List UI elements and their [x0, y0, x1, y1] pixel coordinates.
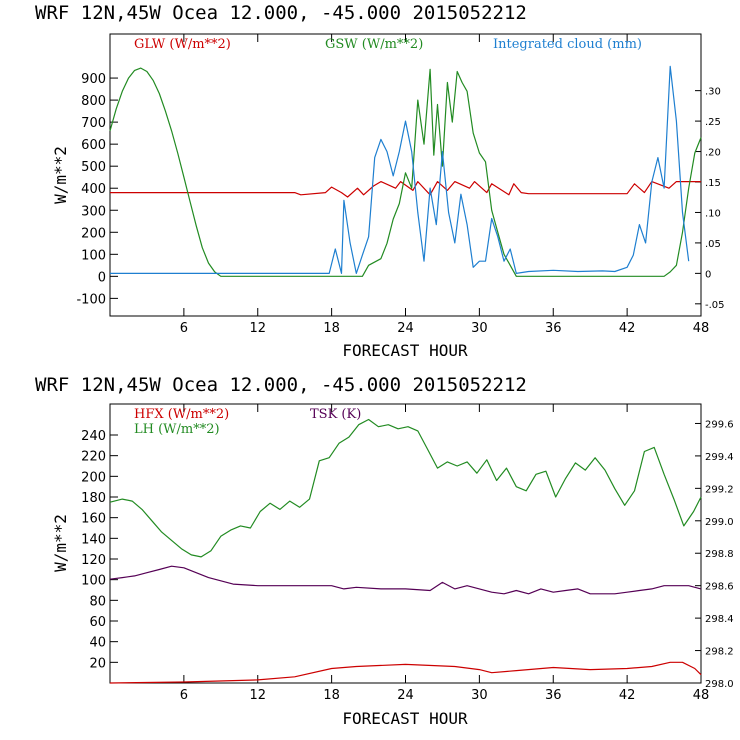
x-tick-label: 12	[249, 321, 266, 336]
x-tick-label: 30	[471, 688, 488, 703]
y-tick-label: 240	[81, 429, 106, 444]
x-tick-label: 48	[693, 688, 710, 703]
y2-tick-label: 299.2	[705, 484, 734, 495]
series-line-gsw	[109, 67, 702, 277]
series-line-lh	[109, 418, 702, 558]
y-tick-label: 500	[81, 160, 106, 175]
chart-2-y2-ticks: 298.0 298.2 298.4 298.6 298.8 299.0 299.2 299.4…	[695, 419, 734, 690]
y-tick-label: 60	[89, 615, 106, 630]
y2-tick-label: 298.4	[705, 614, 734, 625]
y-tick-label: -100	[76, 292, 106, 307]
y2-tick-label: .05	[705, 239, 721, 250]
chart-1-legend-glw: GLW (W/m**2)	[134, 37, 231, 52]
chart-2-title: WRF 12N,45W Ocea 12.000, -45.000 2015052…	[35, 374, 527, 396]
y-tick-label: 40	[89, 636, 106, 651]
y-tick-label: 200	[81, 226, 106, 241]
chart-2-legend-hfx: HFX (W/m**2)	[134, 407, 229, 422]
chart-2-x-axis-label: FORECAST HOUR	[342, 709, 468, 728]
x-tick-label: 36	[545, 321, 562, 336]
y2-tick-label: 299.0	[705, 517, 734, 528]
chart-2-y-ticks: 20 40 60 80 100 120 140 160 180 200 220 240	[81, 429, 118, 671]
x-tick-label: 12	[249, 688, 266, 703]
y-tick-label: 100	[81, 574, 106, 589]
x-tick-label: 42	[619, 321, 636, 336]
y-tick-label: 300	[81, 204, 106, 219]
series-line-glw	[110, 181, 701, 198]
chart-2-plot-frame	[109, 403, 702, 684]
chart-2: WRF 12N,45W Ocea 12.000, -45.000 2015052…	[35, 374, 734, 728]
x-tick-label: 48	[693, 321, 710, 336]
series-line-hfx	[109, 661, 702, 684]
y2-tick-label: 0	[705, 269, 711, 280]
y2-tick-label: 299.4	[705, 452, 734, 463]
y2-tick-label: .30	[705, 87, 721, 98]
y2-tick-label: .20	[705, 148, 721, 159]
y-tick-label: 20	[89, 656, 106, 671]
x-tick-label: 18	[323, 321, 340, 336]
chart-1-y-ticks: -100 0 100 200 300 400 500 600 700 800 900	[76, 72, 118, 307]
y-tick-label: 600	[81, 138, 106, 153]
y-tick-label: 80	[89, 594, 106, 609]
y2-tick-label: 298.8	[705, 549, 734, 560]
y-tick-label: 200	[81, 470, 106, 485]
y-tick-label: 400	[81, 182, 106, 197]
x-tick-label: 6	[180, 688, 188, 703]
y-tick-label: 900	[81, 72, 106, 87]
y-tick-label: 120	[81, 553, 106, 568]
y-tick-label: 160	[81, 512, 106, 527]
y2-tick-label: 298.0	[705, 679, 734, 690]
chart-1-x-axis-label: FORECAST HOUR	[342, 341, 468, 360]
chart-2-legend-lh: LH (W/m**2)	[134, 422, 220, 437]
chart-2-series	[109, 418, 702, 684]
y2-tick-label: .15	[705, 178, 721, 189]
y-tick-label: 800	[81, 94, 106, 109]
chart-1-y-axis-label: W/m**2	[51, 146, 70, 204]
y-tick-label: 0	[98, 270, 106, 285]
chart-1-x-ticks: 6 12 18 24 30 36 42 48	[180, 34, 710, 336]
x-tick-label: 24	[397, 321, 414, 336]
y-tick-label: 700	[81, 116, 106, 131]
chart-1-y2-ticks: -.05 0 .05 .10 .15 .20 .25 .30	[695, 87, 725, 311]
chart-1-legend-gsw: GSW (W/m**2)	[325, 37, 423, 52]
chart-2-y-axis-label: W/m**2	[51, 514, 70, 572]
y2-tick-label: 299.6	[705, 419, 734, 430]
series-line-tsk	[109, 565, 702, 595]
x-tick-label: 24	[397, 688, 414, 703]
x-tick-label: 30	[471, 321, 488, 336]
chart-1-series	[109, 65, 702, 277]
y2-tick-label: 298.6	[705, 582, 734, 593]
x-tick-label: 42	[619, 688, 636, 703]
y-tick-label: 140	[81, 532, 106, 547]
y2-tick-label: -.05	[705, 300, 725, 311]
chart-1: WRF 12N,45W Ocea 12.000, -45.000 2015052…	[35, 2, 725, 360]
x-tick-label: 6	[180, 321, 188, 336]
series-line-integrated-cloud-mm-	[110, 65, 690, 274]
y2-tick-label: 298.2	[705, 647, 734, 658]
y2-tick-label: .10	[705, 208, 721, 219]
chart-2-legend-tsk: TSK (K)	[310, 407, 361, 422]
x-tick-label: 36	[545, 688, 562, 703]
y-tick-label: 180	[81, 491, 106, 506]
x-tick-label: 18	[323, 688, 340, 703]
y-tick-label: 220	[81, 450, 106, 465]
y-tick-label: 100	[81, 248, 106, 263]
chart-1-legend-cloud: Integrated cloud (mm)	[493, 37, 642, 52]
chart-2-x-ticks: 6 12 18 24 30 36 42 48	[180, 404, 710, 703]
y2-tick-label: .25	[705, 117, 721, 128]
chart-1-title: WRF 12N,45W Ocea 12.000, -45.000 2015052…	[35, 2, 527, 24]
